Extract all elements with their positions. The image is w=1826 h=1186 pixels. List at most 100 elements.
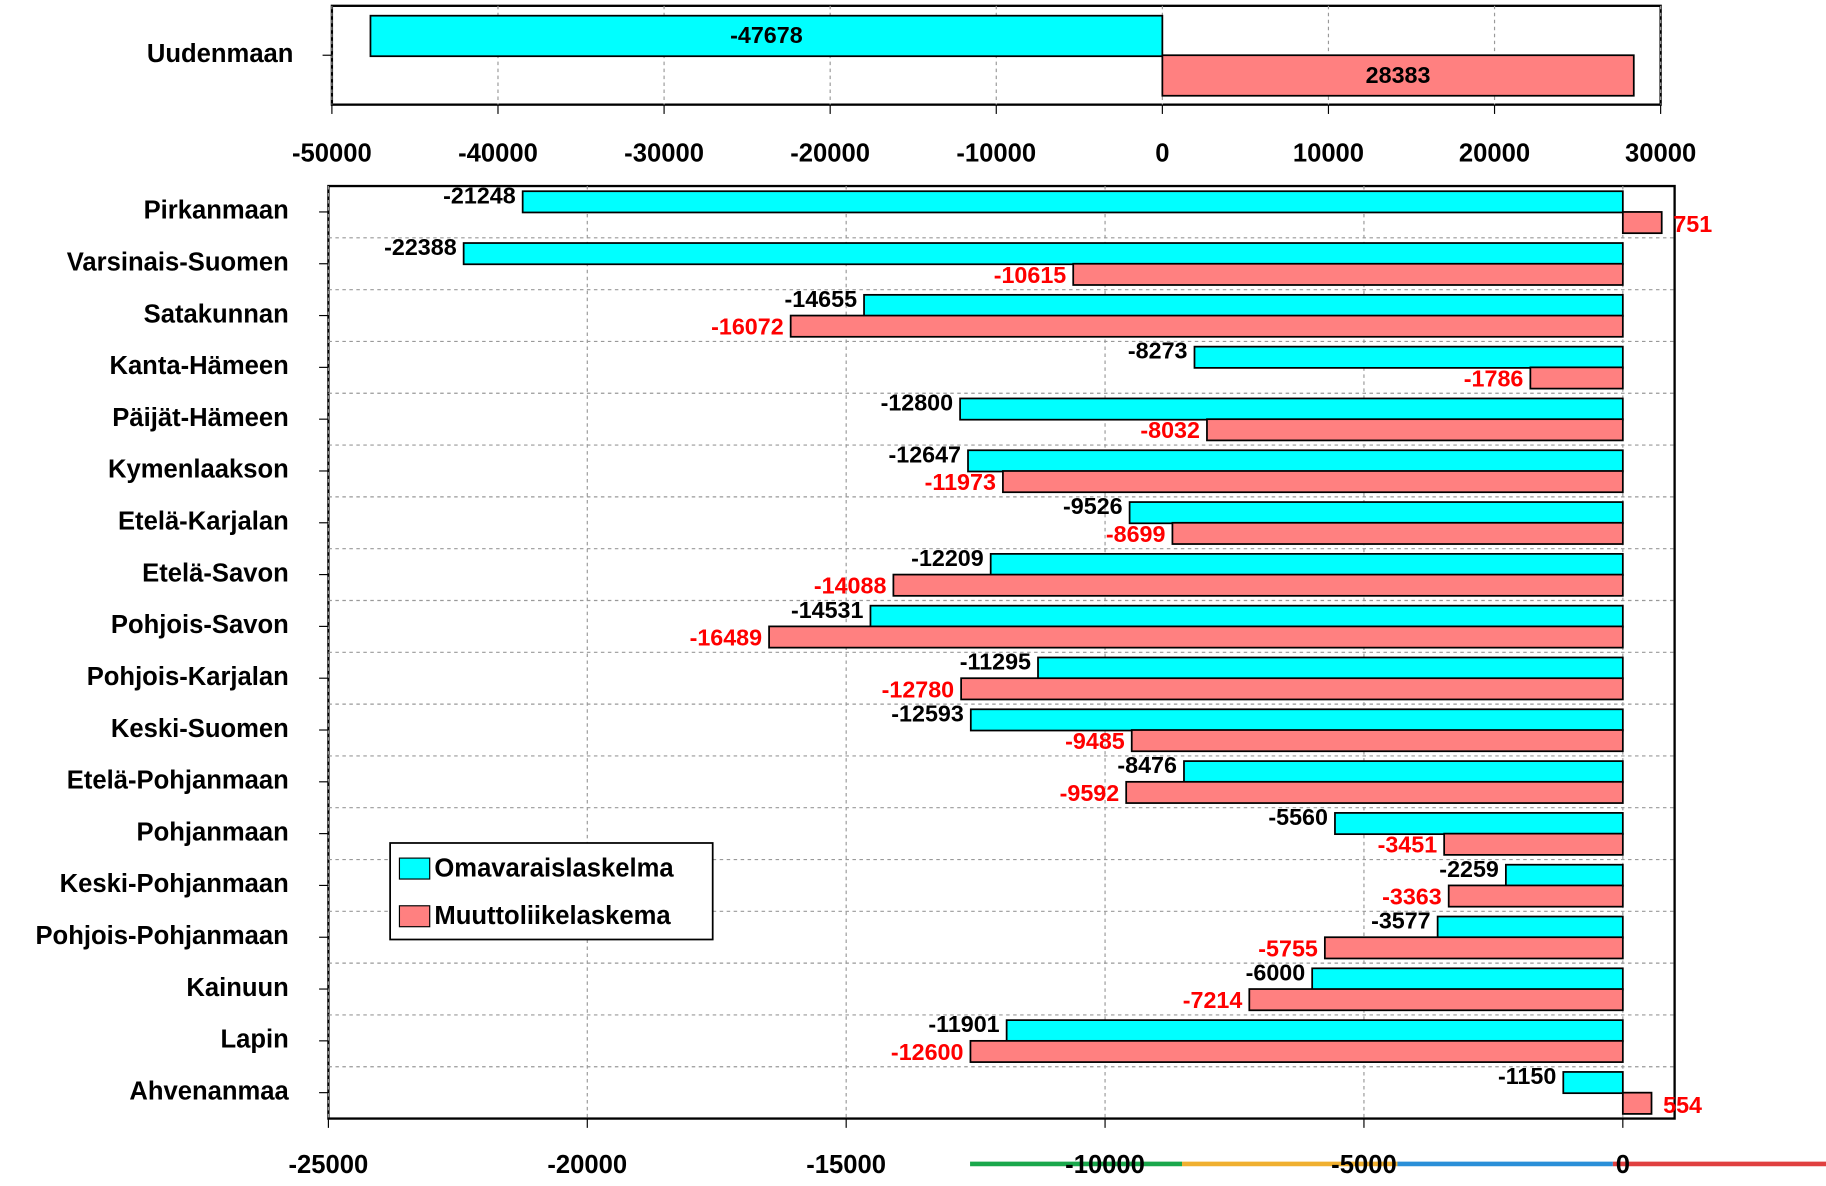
bar xyxy=(959,397,1624,421)
value-label: -8273 xyxy=(1128,338,1188,364)
value-label: -10615 xyxy=(994,262,1067,288)
value-label: -14531 xyxy=(791,597,864,623)
y-tick-label: Kymenlaakson xyxy=(108,456,289,484)
x-tick-label: -15000 xyxy=(806,1151,886,1179)
value-label: 28383 xyxy=(1366,62,1431,88)
value-label: -8699 xyxy=(1106,521,1166,547)
bar xyxy=(960,677,1624,701)
y-tick-label: Pohjois-Savon xyxy=(111,611,289,639)
x-tick-label: -10000 xyxy=(956,139,1036,167)
value-label: 751 xyxy=(1673,211,1712,237)
bar xyxy=(1248,988,1624,1012)
bar xyxy=(1128,501,1624,525)
value-label: -5755 xyxy=(1258,935,1318,961)
value-label: -16489 xyxy=(690,624,763,650)
value-label: -12800 xyxy=(881,390,954,416)
bar xyxy=(1443,832,1624,856)
bar xyxy=(967,449,1624,473)
bar xyxy=(369,14,1164,58)
value-label: -3577 xyxy=(1371,908,1431,934)
y-tick-label: Keski-Pohjanmaan xyxy=(60,870,289,898)
y-tick-label: Keski-Suomen xyxy=(111,715,289,743)
y-tick-label: Lapin xyxy=(221,1026,289,1054)
bar xyxy=(1161,54,1635,97)
bar xyxy=(1323,936,1624,960)
value-label: -21248 xyxy=(443,182,516,208)
x-tick-label: -5000 xyxy=(1331,1151,1397,1179)
bar xyxy=(1193,345,1624,369)
bar xyxy=(1130,729,1624,753)
x-tick-label: 10000 xyxy=(1293,139,1364,167)
value-label: -16072 xyxy=(711,314,784,340)
bar xyxy=(1562,1071,1624,1095)
x-tick-label: -20000 xyxy=(547,1151,627,1179)
value-label: -11295 xyxy=(960,649,1031,675)
value-label: -7214 xyxy=(1183,987,1243,1013)
value-label: -12780 xyxy=(882,676,955,702)
x-tick-label: 30000 xyxy=(1625,139,1696,167)
bar xyxy=(1436,915,1624,939)
bar xyxy=(1621,1091,1653,1115)
bar xyxy=(1529,366,1624,390)
legend-frame xyxy=(389,842,714,941)
y-tick-label: Etelä-Pohjanmaan xyxy=(67,767,289,795)
x-tick-label: -20000 xyxy=(790,139,870,167)
value-label: -8476 xyxy=(1117,752,1177,778)
bar xyxy=(1504,863,1624,887)
value-label: -8032 xyxy=(1140,417,1200,443)
y-tick-label: Satakunnan xyxy=(144,300,289,328)
plot: -50000 -40000 -30000 -20000 -10000 0 10000 2000… xyxy=(147,4,1696,167)
x-tick-label: -40000 xyxy=(458,139,538,167)
y-tick-label: Kanta-Hämeen xyxy=(109,352,288,380)
plot: -25000 -20000 -15000 -10000 -5000 0 Pirkanmaan… xyxy=(35,182,1712,1179)
bar xyxy=(1447,884,1624,908)
value-label: -5560 xyxy=(1268,804,1328,830)
bar xyxy=(969,1039,1624,1063)
bar xyxy=(1311,967,1624,991)
value-label: -3451 xyxy=(1378,832,1438,858)
bar xyxy=(462,242,1624,266)
x-tick-label: -50000 xyxy=(292,139,372,167)
bar xyxy=(869,604,1624,628)
x-tick-label: 20000 xyxy=(1459,139,1530,167)
bar xyxy=(768,625,1624,649)
y-tick-label: Kainuun xyxy=(186,974,288,1002)
value-label: -12209 xyxy=(911,545,984,571)
bar xyxy=(789,314,1624,338)
y-tick-label: Pohjanmaan xyxy=(137,818,289,846)
value-label: -47678 xyxy=(730,22,803,48)
value-label: -9592 xyxy=(1060,780,1120,806)
value-label: -14655 xyxy=(785,286,858,312)
y-tick-label: Pohjois-Karjalan xyxy=(87,663,289,691)
value-label: -11973 xyxy=(925,469,996,495)
bar xyxy=(892,573,1624,597)
bar xyxy=(1206,418,1624,442)
y-tick-label: Uudenmaan xyxy=(147,40,294,68)
value-label: -1150 xyxy=(1498,1063,1556,1089)
value-label: -22388 xyxy=(384,234,457,260)
bar xyxy=(1125,780,1624,804)
y-tick-label: Pirkanmaan xyxy=(144,197,289,225)
legend-label: Muuttoliikelaskema xyxy=(434,902,671,930)
x-tick-label: -25000 xyxy=(289,1151,369,1179)
value-label: 554 xyxy=(1663,1092,1702,1118)
value-label: -9485 xyxy=(1065,728,1125,754)
bar xyxy=(989,552,1624,576)
bar xyxy=(1621,211,1663,235)
legend-swatch xyxy=(398,857,431,880)
bar xyxy=(521,190,1624,214)
bar xyxy=(863,293,1624,317)
legend-swatch xyxy=(398,905,431,928)
x-tick-label: 0 xyxy=(1616,1151,1630,1179)
bar xyxy=(1183,760,1624,784)
y-tick-label: Etelä-Karjalan xyxy=(118,508,289,536)
value-label: -1786 xyxy=(1464,365,1524,391)
value-label: -12600 xyxy=(891,1039,964,1065)
bar xyxy=(1037,656,1624,680)
bar xyxy=(1002,470,1624,494)
bar xyxy=(1072,262,1624,286)
y-tick-label: Varsinais-Suomen xyxy=(67,249,289,277)
x-tick-label: -30000 xyxy=(624,139,704,167)
bar xyxy=(1005,1019,1624,1043)
